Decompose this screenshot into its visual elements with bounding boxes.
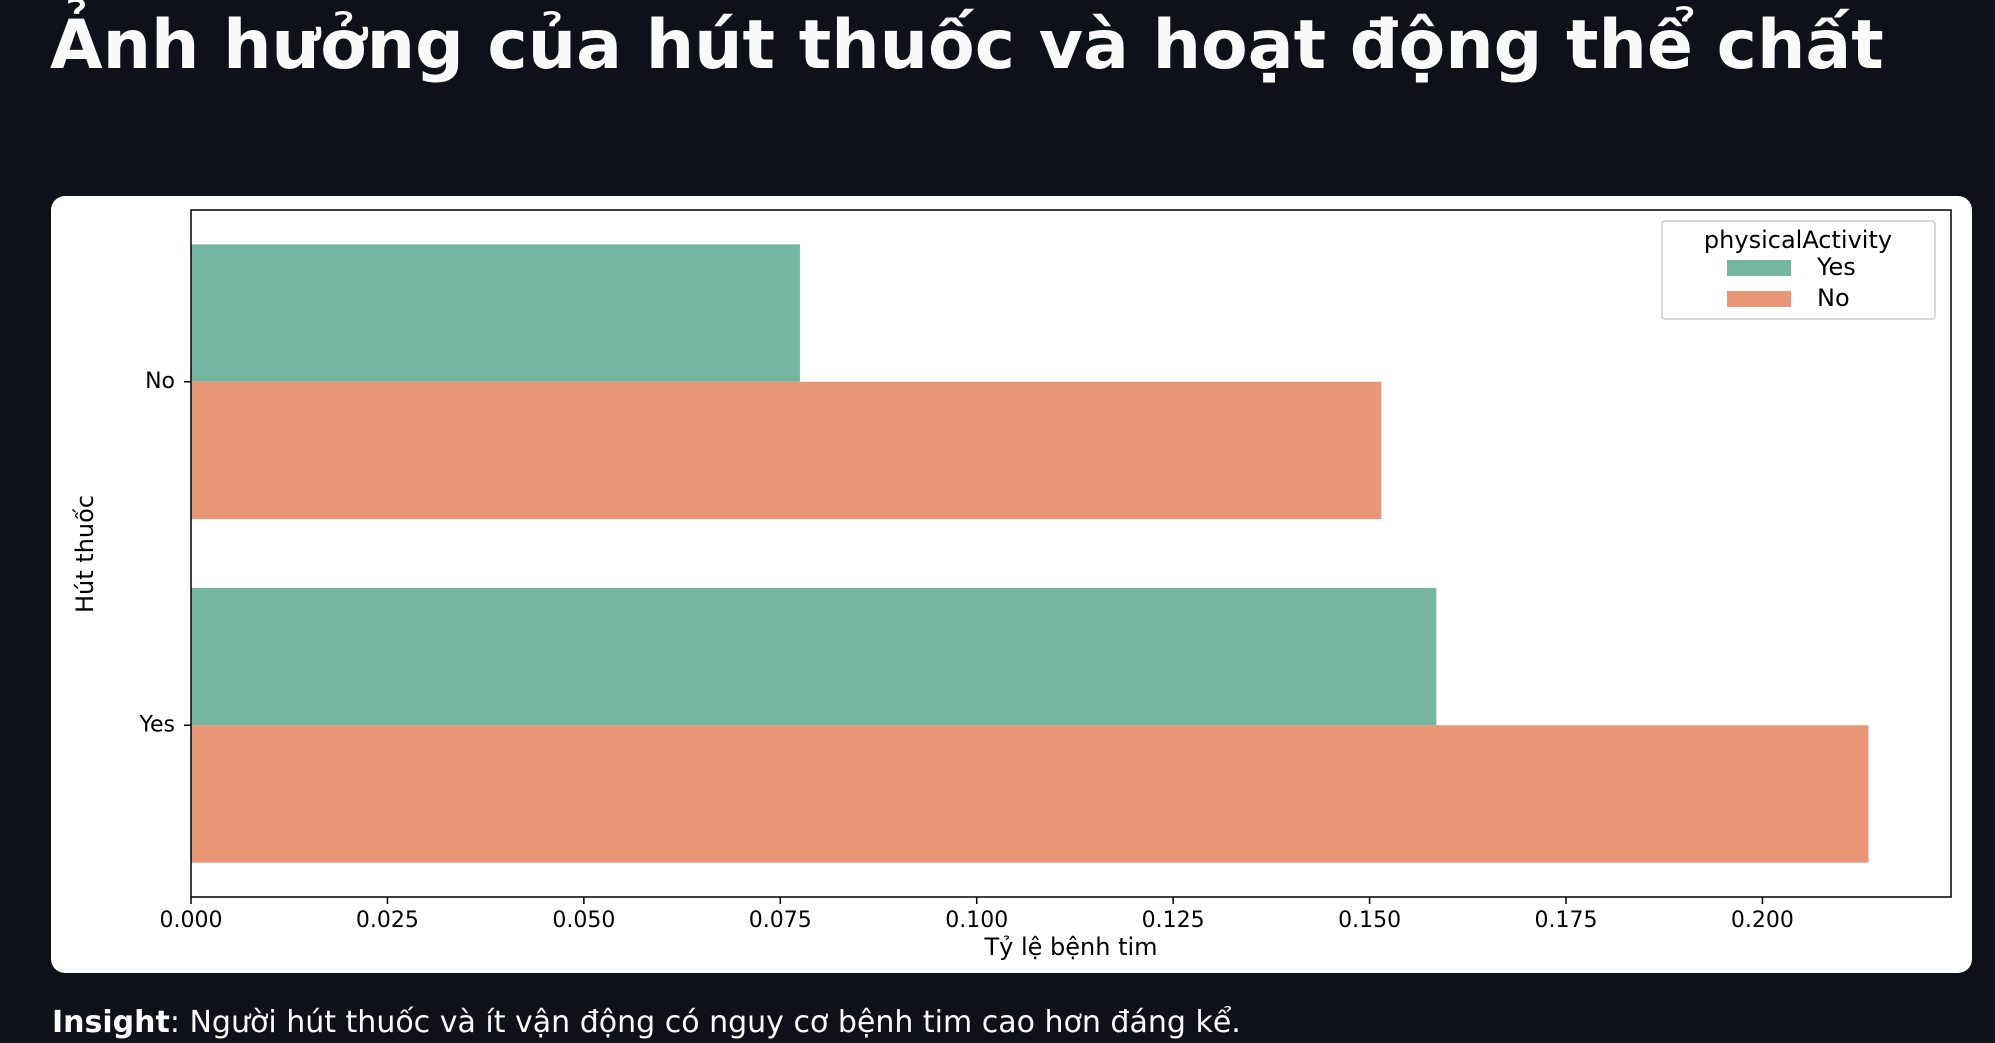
bar-no-activity-yes [191,244,800,382]
legend-title: physicalActivity [1704,226,1892,254]
x-tick-label: 0.000 [160,908,223,933]
x-ticks-group: 0.000 0.025 0.050 0.075 0.100 0.125 0.150 0.175… [160,897,1794,933]
legend-swatch-no [1727,291,1791,307]
x-tick-label: 0.125 [1142,908,1205,933]
x-tick-label: 0.150 [1338,908,1401,933]
bar-no-activity-no [191,381,1382,520]
x-tick-label: 0.100 [945,908,1008,933]
legend-label-no: No [1817,284,1850,312]
x-tick-label: 0.050 [552,908,615,933]
bar-yes-activity-no [191,725,1869,863]
chart-card: 0.000 0.025 0.050 0.075 0.100 0.125 0.150 0.175… [51,196,1972,973]
insight-text: Insight: Người hút thuốc và ít vận động … [52,1003,1952,1043]
x-tick-label: 0.025 [356,908,419,933]
y-tick-label: No [145,369,175,394]
chart-svg: 0.000 0.025 0.050 0.075 0.100 0.125 0.150 0.175… [71,209,1952,961]
legend-swatch-yes [1727,260,1791,276]
bars-group [191,244,1869,863]
plot-frame [190,209,1952,898]
legend-items: Yes No [1727,253,1856,312]
x-tick-label: 0.075 [749,908,812,933]
page-title: Ảnh hưởng của hút thuốc và hoạt động thể… [50,6,1884,85]
legend: physicalActivity Yes No [1661,220,1936,320]
y-axis-label: Hút thuốc [71,495,99,613]
bar-yes-activity-yes [191,587,1437,726]
insight-label: Insight [52,1005,170,1040]
x-axis-label: Tỷ lệ bệnh tim [983,933,1157,961]
x-tick-label: 0.200 [1731,908,1794,933]
x-tick-label: 0.175 [1535,908,1598,933]
legend-label-yes: Yes [1816,253,1856,281]
y-ticks-group: No Yes [138,369,191,737]
insight-body: : Người hút thuốc và ít vận động có nguy… [169,1005,1241,1040]
y-tick-label: Yes [138,712,175,737]
